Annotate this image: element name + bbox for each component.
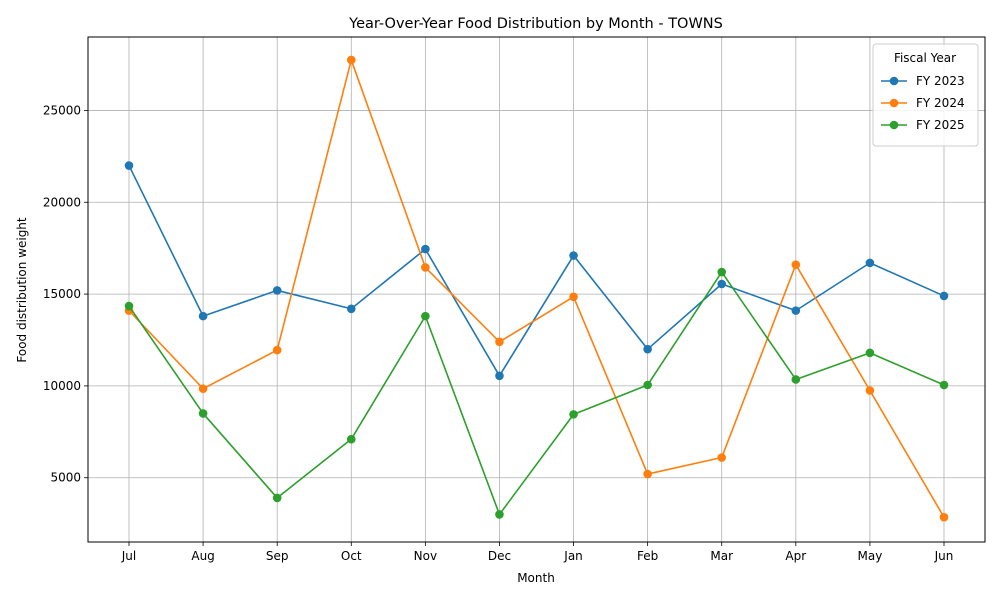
- data-point: [569, 410, 578, 419]
- series-layer: [124, 55, 949, 522]
- y-tick-label: 5000: [50, 471, 81, 485]
- data-point: [865, 386, 875, 395]
- series-fy-2023: [124, 161, 949, 381]
- x-tick-label: Aug: [191, 549, 214, 563]
- data-point: [495, 510, 504, 519]
- data-point: [939, 512, 949, 522]
- series-fy-2025: [124, 267, 949, 519]
- series-line: [128, 59, 945, 518]
- legend-title: Fiscal Year: [894, 51, 956, 65]
- x-tick-label: Sep: [266, 549, 289, 563]
- data-point: [643, 380, 652, 390]
- data-point: [717, 267, 727, 277]
- data-point: [495, 371, 504, 381]
- plot-frame: [87, 36, 986, 543]
- data-point: [865, 348, 875, 358]
- data-point: [198, 409, 208, 418]
- y-tick-label: 10000: [43, 379, 81, 393]
- x-tick-label: Mar: [710, 549, 733, 563]
- data-point: [124, 161, 134, 170]
- grid-layer: [88, 37, 985, 542]
- y-tick-label: 25000: [43, 103, 81, 117]
- data-point: [569, 251, 578, 260]
- data-point: [272, 493, 282, 503]
- legend-label: FY 2023: [916, 74, 965, 88]
- y-tick-label: 20000: [43, 195, 81, 209]
- data-point: [421, 311, 430, 321]
- x-tick-label: Jan: [563, 549, 583, 563]
- data-point: [643, 344, 652, 354]
- axis-layer: Jul Aug Sep Oct Nov Dec Jan Feb Mar Apr May Jun 5000…: [43, 103, 954, 563]
- legend-marker: [889, 120, 899, 130]
- legend-label: FY 2025: [916, 118, 965, 132]
- x-tick-label: Jul: [121, 549, 136, 563]
- y-axis-label: Food distribution weight: [15, 217, 29, 363]
- data-point: [939, 380, 949, 390]
- data-point: [495, 337, 504, 347]
- data-point: [124, 301, 134, 311]
- data-point: [272, 286, 282, 295]
- x-tick-label: Feb: [637, 549, 658, 563]
- data-point: [717, 453, 727, 462]
- data-point: [865, 258, 875, 268]
- data-point: [791, 306, 801, 315]
- x-tick-label: Dec: [488, 549, 511, 563]
- data-point: [791, 375, 801, 384]
- legend-box: [872, 43, 979, 147]
- y-tick-label: 15000: [43, 287, 81, 301]
- data-point: [346, 55, 356, 65]
- data-point: [198, 384, 208, 393]
- chart-title: Year-Over-Year Food Distribution by Mont…: [348, 16, 723, 32]
- series-line: [128, 165, 945, 377]
- x-tick-label: Jun: [934, 549, 954, 563]
- data-point: [643, 469, 652, 479]
- data-point: [198, 311, 208, 321]
- data-point: [569, 292, 578, 302]
- data-point: [346, 434, 356, 444]
- data-point: [939, 291, 949, 301]
- legend: Fiscal Year FY 2023 FY 2024 FY 2025: [872, 43, 979, 147]
- legend-label: FY 2024: [916, 96, 965, 110]
- legend-marker: [889, 98, 899, 108]
- x-axis-label: Month: [517, 571, 555, 585]
- x-tick-label: Apr: [785, 549, 806, 563]
- series-fy-2024: [124, 55, 949, 522]
- data-point: [421, 244, 430, 254]
- data-point: [717, 279, 727, 289]
- data-point: [346, 304, 356, 314]
- x-tick-label: Nov: [414, 549, 437, 563]
- data-point: [272, 345, 282, 355]
- series-line: [128, 271, 945, 516]
- x-tick-label: May: [858, 549, 883, 563]
- data-point: [791, 260, 801, 270]
- data-point: [421, 263, 430, 272]
- x-tick-label: Oct: [341, 549, 362, 563]
- legend-marker: [889, 76, 899, 86]
